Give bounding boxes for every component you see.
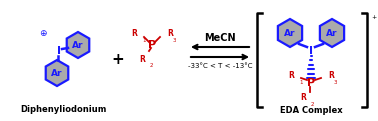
Text: R: R: [300, 94, 306, 102]
Polygon shape: [320, 19, 344, 47]
Text: Diphenyliodonium: Diphenyliodonium: [20, 105, 106, 114]
Text: EDA Complex: EDA Complex: [280, 106, 342, 115]
Text: 2: 2: [150, 63, 153, 68]
Polygon shape: [278, 19, 302, 47]
Text: P: P: [307, 78, 315, 88]
Text: 1: 1: [142, 38, 146, 43]
Text: 2: 2: [311, 102, 314, 107]
Text: Ar: Ar: [51, 68, 63, 77]
Text: Ar: Ar: [326, 29, 338, 38]
Text: 1: 1: [299, 80, 302, 85]
Text: 3: 3: [173, 38, 177, 43]
Text: Ar: Ar: [284, 29, 296, 38]
Text: I: I: [309, 46, 313, 56]
Polygon shape: [67, 32, 89, 58]
Text: MeCN: MeCN: [204, 33, 236, 43]
Text: R: R: [288, 72, 294, 80]
Text: +: +: [112, 52, 124, 67]
Text: R: R: [328, 72, 334, 80]
Text: ⊕: ⊕: [39, 29, 47, 38]
Text: 3: 3: [334, 80, 338, 85]
Text: I: I: [57, 46, 61, 56]
Text: R: R: [139, 54, 145, 64]
Text: P: P: [148, 40, 156, 50]
Text: R: R: [167, 30, 173, 38]
Text: -33°C < T < -13°C: -33°C < T < -13°C: [188, 63, 252, 69]
Text: Ar: Ar: [72, 41, 84, 49]
Polygon shape: [46, 60, 68, 86]
Text: ⁺: ⁺: [371, 15, 376, 25]
Text: R: R: [131, 30, 137, 38]
